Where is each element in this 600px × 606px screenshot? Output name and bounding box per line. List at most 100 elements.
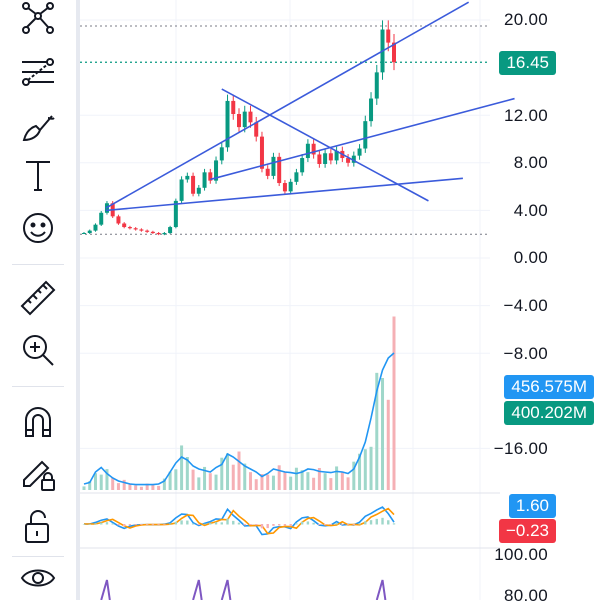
- volume-bar: [197, 477, 201, 490]
- oscillator-histogram-bar: [300, 521, 304, 525]
- fib-retracement-tool[interactable]: [10, 50, 66, 94]
- oscillator-histogram-bar: [128, 524, 132, 526]
- candle-body: [219, 147, 224, 161]
- oscillator-histogram-bar: [329, 524, 333, 525]
- current-price-tag: 16.45: [499, 51, 556, 75]
- oscillator-histogram-bar: [341, 524, 344, 525]
- volume-bar: [231, 464, 235, 490]
- brush-tool[interactable]: [10, 104, 66, 148]
- oscillator-histogram-bar: [186, 520, 189, 525]
- oscillator-histogram-bar: [151, 524, 155, 525]
- price-axis-label: 12.00: [503, 106, 548, 125]
- candle-body: [259, 136, 264, 169]
- zoom-in-tool[interactable]: [10, 328, 66, 372]
- oscillator-histogram-bar: [140, 524, 143, 525]
- volume-bar: [323, 473, 327, 490]
- candle-body: [179, 179, 184, 201]
- pattern-tool[interactable]: [10, 0, 66, 40]
- price-axis-label: 20.00: [503, 10, 548, 29]
- emoji-tool[interactable]: [10, 206, 66, 250]
- candle-body: [363, 121, 368, 149]
- volume-bar: [174, 469, 178, 490]
- oscillator-histogram-bar: [295, 523, 298, 525]
- candle-body: [317, 154, 322, 164]
- toolbar-separator: [12, 386, 64, 387]
- oscillator-histogram-bar: [289, 524, 292, 527]
- candle-body: [282, 183, 287, 192]
- candle-body: [323, 153, 328, 164]
- price-axis-label: −4.00: [503, 296, 548, 315]
- volume-bar: [151, 484, 155, 490]
- volume-bar: [300, 470, 304, 490]
- oscillator-histogram-bar: [358, 523, 361, 525]
- toolbar-divider[interactable]: [76, 0, 80, 600]
- oscillator-histogram-bar: [277, 524, 281, 526]
- toolbar-separator: [12, 264, 64, 265]
- oscillator-histogram-bar: [260, 524, 264, 529]
- volume-bar: [128, 483, 132, 490]
- oscillator-histogram-bar: [352, 524, 356, 525]
- oscillator-histogram-bar: [180, 520, 183, 525]
- volume-bar: [111, 477, 115, 490]
- oscillator-signal-line: [84, 507, 395, 535]
- volume-bar: [248, 472, 252, 490]
- lock-drawing-tool[interactable]: [10, 452, 66, 496]
- magnet-tool[interactable]: [10, 400, 66, 444]
- volume-bar: [157, 485, 161, 490]
- candle-body: [277, 156, 282, 184]
- eye-visibility-tool-icon: [20, 569, 56, 587]
- oscillator-histogram-bar: [266, 524, 269, 529]
- candle-body: [191, 175, 196, 194]
- candle-body: [162, 233, 167, 235]
- volume-bar: [375, 372, 379, 490]
- candle-body: [237, 114, 241, 128]
- oscillator-histogram-bar: [220, 522, 223, 525]
- volume-ma-line: [83, 352, 395, 486]
- lock-drawing-tool-icon: [23, 460, 55, 491]
- candle-body: [392, 42, 396, 63]
- text-tool[interactable]: [10, 154, 66, 198]
- candle-body: [300, 158, 305, 173]
- chart-area[interactable]: 20.00 12.00 8.00 4.00 0.00 −4.00 −8.00 −…: [80, 0, 600, 605]
- volume-bar: [335, 466, 339, 490]
- unlock-tool[interactable]: [10, 504, 66, 548]
- ruler-tool[interactable]: [10, 276, 66, 320]
- candle-body: [254, 122, 259, 137]
- pattern-tool-icon: [22, 2, 54, 34]
- volume-bar: [208, 473, 212, 490]
- volume-bar: [277, 465, 281, 490]
- eye-visibility-tool[interactable]: [10, 556, 66, 600]
- reference-lines: [80, 25, 490, 235]
- candle-body: [248, 111, 253, 123]
- rsi-line: [100, 579, 111, 600]
- oscillator-histogram-bar: [364, 521, 367, 525]
- oscillator-histogram-bar: [387, 520, 390, 525]
- oscillator-histogram-bar: [203, 523, 206, 525]
- volume-bar: [358, 453, 362, 490]
- oscillator-histogram-bar: [335, 523, 338, 525]
- price-axis-label: −16.00: [493, 439, 548, 458]
- candle-body: [150, 231, 155, 234]
- candle-body: [357, 148, 362, 156]
- candle-body: [145, 230, 150, 232]
- candle-body: [334, 150, 339, 161]
- volume-bar: [243, 463, 247, 490]
- text-tool-icon: [26, 161, 50, 191]
- candle-body: [346, 158, 351, 163]
- volume-tag: 400.202M: [504, 401, 594, 425]
- candle-body: [99, 212, 104, 225]
- volume-bars: [82, 316, 396, 490]
- candle-body: [139, 229, 144, 231]
- price-chart[interactable]: [80, 0, 600, 600]
- candle-body: [271, 156, 276, 176]
- oscillator-histogram-bar: [381, 517, 384, 525]
- volume-bar: [266, 474, 270, 490]
- price-axis-label: 8.00: [513, 153, 548, 172]
- oscillator-histogram-bar: [249, 524, 252, 526]
- candle-body: [294, 172, 299, 182]
- oscillator-histogram-bar: [375, 518, 378, 525]
- rsi-pane: [80, 547, 500, 600]
- candle-body: [214, 160, 219, 181]
- candle-body: [369, 98, 374, 122]
- oscillator-histogram-bar: [323, 524, 327, 526]
